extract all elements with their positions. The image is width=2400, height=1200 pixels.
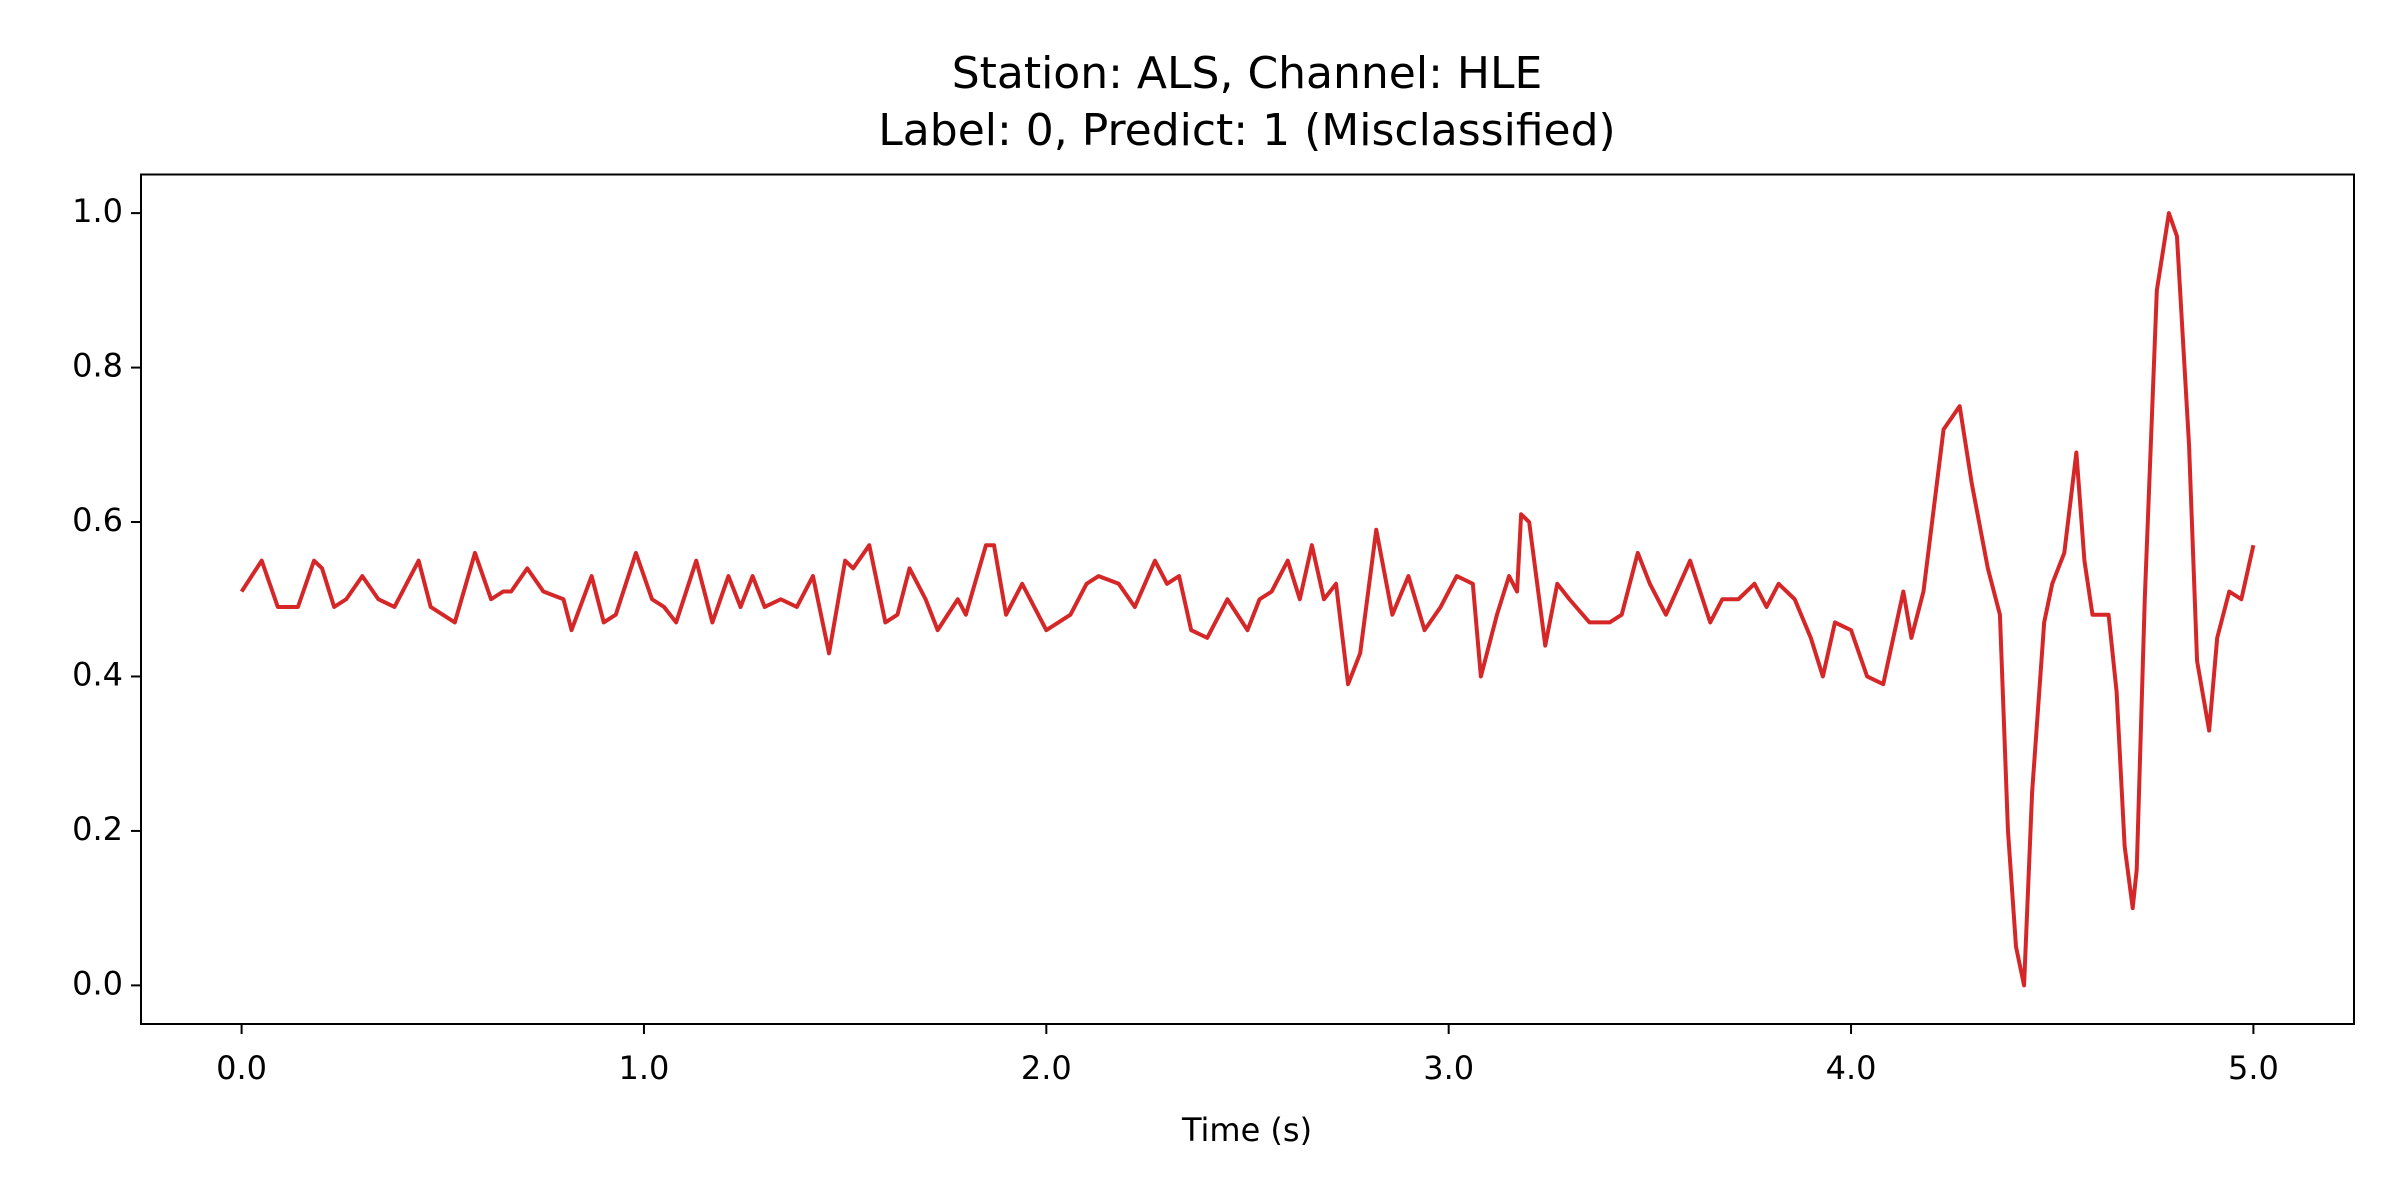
x-tick-label: 0.0 [216,1049,267,1087]
y-tick-label: 0.0 [72,964,123,1002]
y-tick-label: 0.2 [72,810,123,848]
signal-line [239,211,2256,988]
x-tick-label: 4.0 [1826,1049,1877,1087]
x-axis-label: Time (s) [1181,1111,1312,1149]
chart-subtitle: Label: 0, Predict: 1 (Misclassified) [878,105,1615,156]
x-tick-label: 1.0 [619,1049,670,1087]
plot-frame [140,173,2355,1025]
chart-title: Station: ALS, Channel: HLE [952,48,1543,99]
x-tick-label: 2.0 [1021,1049,1072,1087]
x-tick-label: 5.0 [2228,1049,2279,1087]
y-tick-label: 0.6 [72,501,123,539]
y-tick-label: 0.4 [72,655,123,693]
x-tick-label: 3.0 [1423,1049,1474,1087]
y-tick-label: 0.8 [72,347,123,385]
y-tick-label: 1.0 [72,192,123,230]
